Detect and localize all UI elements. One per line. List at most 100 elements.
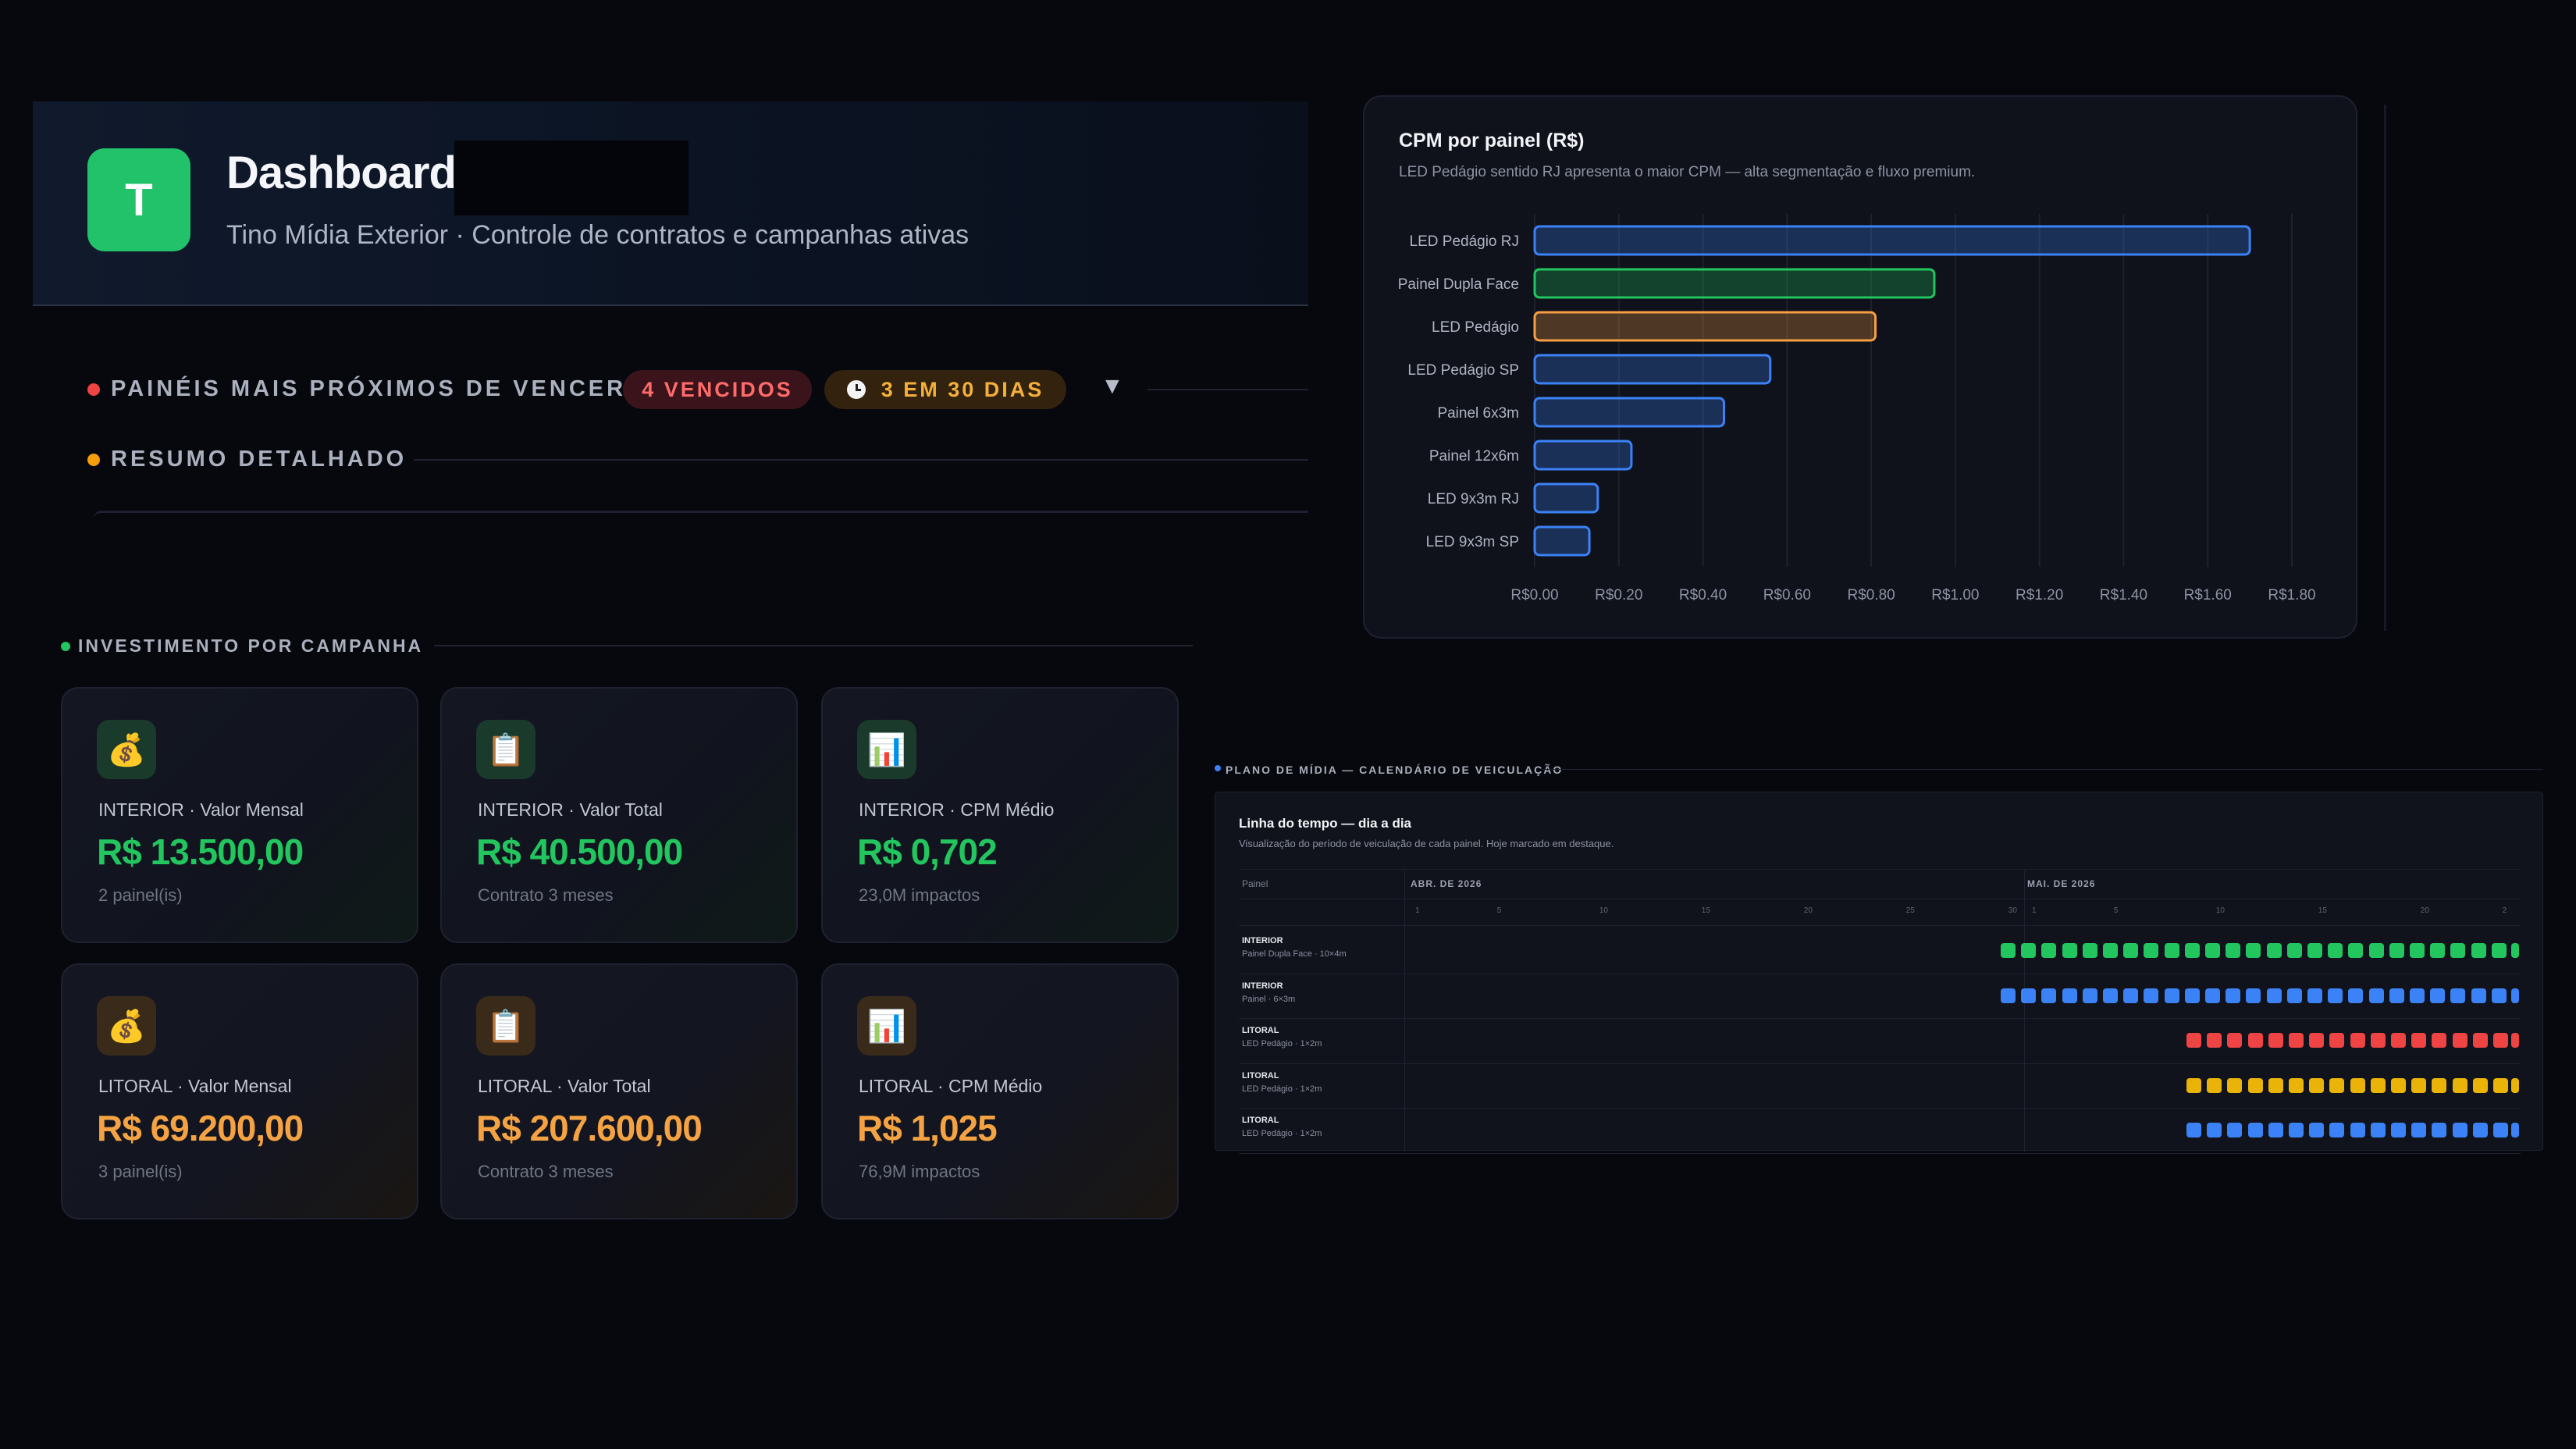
day-cell[interactable] (2286, 988, 2302, 1003)
day-cell[interactable] (2391, 1123, 2406, 1137)
day-cell[interactable] (2350, 1077, 2365, 1093)
day-cell[interactable] (2186, 1123, 2201, 1137)
day-cell[interactable] (2082, 943, 2097, 958)
day-cell[interactable] (2370, 1123, 2386, 1137)
day-cell[interactable] (2207, 1123, 2222, 1137)
day-cell[interactable] (2368, 943, 2384, 958)
day-cell[interactable] (2471, 943, 2486, 958)
day-cell[interactable] (2226, 943, 2241, 958)
day-cell[interactable] (2227, 1123, 2243, 1137)
bar[interactable] (1533, 225, 2251, 256)
day-cell[interactable] (2411, 1077, 2427, 1093)
day-cell[interactable] (2186, 1033, 2201, 1048)
day-cell[interactable] (2205, 988, 2220, 1003)
day-cell[interactable] (2266, 988, 2282, 1003)
day-cell[interactable] (2452, 1077, 2467, 1093)
day-cell[interactable] (2021, 988, 2037, 1003)
day-cell[interactable] (2511, 988, 2519, 1003)
day-cell[interactable] (2001, 988, 2016, 1003)
overdue-badge[interactable]: 4 VENCIDOS (623, 370, 812, 409)
day-cell[interactable] (2207, 1077, 2222, 1093)
day-cell[interactable] (2411, 1123, 2427, 1137)
day-cell[interactable] (2370, 1077, 2386, 1093)
chevron-down-icon[interactable]: ▼ (1101, 373, 1124, 399)
day-cell[interactable] (2493, 1123, 2508, 1137)
day-cell[interactable] (2491, 943, 2507, 958)
day-cell[interactable] (2041, 988, 2057, 1003)
bar[interactable] (1533, 354, 1772, 385)
day-cell[interactable] (2082, 988, 2097, 1003)
bar[interactable] (1533, 397, 1725, 428)
day-cell[interactable] (2307, 988, 2322, 1003)
day-cell[interactable] (2144, 943, 2159, 958)
day-cell[interactable] (2471, 988, 2486, 1003)
day-cell[interactable] (2205, 943, 2220, 958)
day-cell[interactable] (2430, 943, 2446, 958)
day-cell[interactable] (2430, 988, 2446, 1003)
day-cell[interactable] (2493, 1077, 2508, 1093)
day-cell[interactable] (2184, 943, 2200, 958)
day-cell[interactable] (2452, 1033, 2467, 1048)
day-cell[interactable] (2041, 943, 2057, 958)
day-cell[interactable] (2432, 1077, 2447, 1093)
day-cell[interactable] (2348, 988, 2364, 1003)
day-cell[interactable] (2289, 1077, 2304, 1093)
day-cell[interactable] (2266, 943, 2282, 958)
day-cell[interactable] (2103, 943, 2118, 958)
day-cell[interactable] (2450, 988, 2466, 1003)
day-cell[interactable] (2246, 988, 2261, 1003)
day-cell[interactable] (2472, 1033, 2488, 1048)
day-cell[interactable] (2268, 1077, 2283, 1093)
day-cell[interactable] (2227, 1077, 2243, 1093)
day-cell[interactable] (2062, 943, 2077, 958)
day-cell[interactable] (2511, 1033, 2519, 1048)
day-cell[interactable] (2348, 943, 2364, 958)
scrollbar-track[interactable] (2384, 105, 2386, 631)
day-cell[interactable] (2450, 943, 2466, 958)
day-cell[interactable] (2268, 1123, 2283, 1137)
day-cell[interactable] (2309, 1077, 2325, 1093)
soon-badge[interactable]: 3 EM 30 DIAS (824, 370, 1066, 409)
day-cell[interactable] (2103, 988, 2118, 1003)
day-cell[interactable] (2164, 943, 2179, 958)
day-cell[interactable] (2226, 988, 2241, 1003)
day-cell[interactable] (2389, 943, 2404, 958)
bar[interactable] (1533, 525, 1591, 557)
day-cell[interactable] (2164, 988, 2179, 1003)
day-cell[interactable] (2144, 988, 2159, 1003)
day-cell[interactable] (2411, 1033, 2427, 1048)
day-cell[interactable] (2511, 943, 2519, 958)
day-cell[interactable] (2286, 943, 2302, 958)
day-cell[interactable] (2247, 1033, 2263, 1048)
day-cell[interactable] (2410, 943, 2425, 958)
bar[interactable] (1533, 311, 1877, 342)
day-cell[interactable] (2309, 1033, 2325, 1048)
day-cell[interactable] (2391, 1033, 2406, 1048)
bar[interactable] (1533, 440, 1633, 471)
day-cell[interactable] (2350, 1033, 2365, 1048)
day-cell[interactable] (2491, 988, 2507, 1003)
day-cell[interactable] (2186, 1077, 2201, 1093)
day-cell[interactable] (2247, 1077, 2263, 1093)
day-cell[interactable] (2247, 1123, 2263, 1137)
day-cell[interactable] (2410, 988, 2425, 1003)
day-cell[interactable] (2309, 1123, 2325, 1137)
bar[interactable] (1533, 482, 1599, 514)
day-cell[interactable] (2432, 1033, 2447, 1048)
bar[interactable] (1533, 268, 1936, 299)
day-cell[interactable] (2370, 1033, 2386, 1048)
day-cell[interactable] (2391, 1077, 2406, 1093)
day-cell[interactable] (2123, 943, 2139, 958)
day-cell[interactable] (2472, 1123, 2488, 1137)
day-cell[interactable] (2123, 988, 2139, 1003)
day-cell[interactable] (2328, 943, 2343, 958)
day-cell[interactable] (2452, 1123, 2467, 1137)
day-cell[interactable] (2062, 988, 2077, 1003)
day-cell[interactable] (2329, 1123, 2345, 1137)
day-cell[interactable] (2307, 943, 2322, 958)
day-cell[interactable] (2021, 943, 2037, 958)
day-cell[interactable] (2329, 1033, 2345, 1048)
day-cell[interactable] (2328, 988, 2343, 1003)
day-cell[interactable] (2350, 1123, 2365, 1137)
detailed-summary-label[interactable]: RESUMO DETALHADO (111, 447, 407, 472)
